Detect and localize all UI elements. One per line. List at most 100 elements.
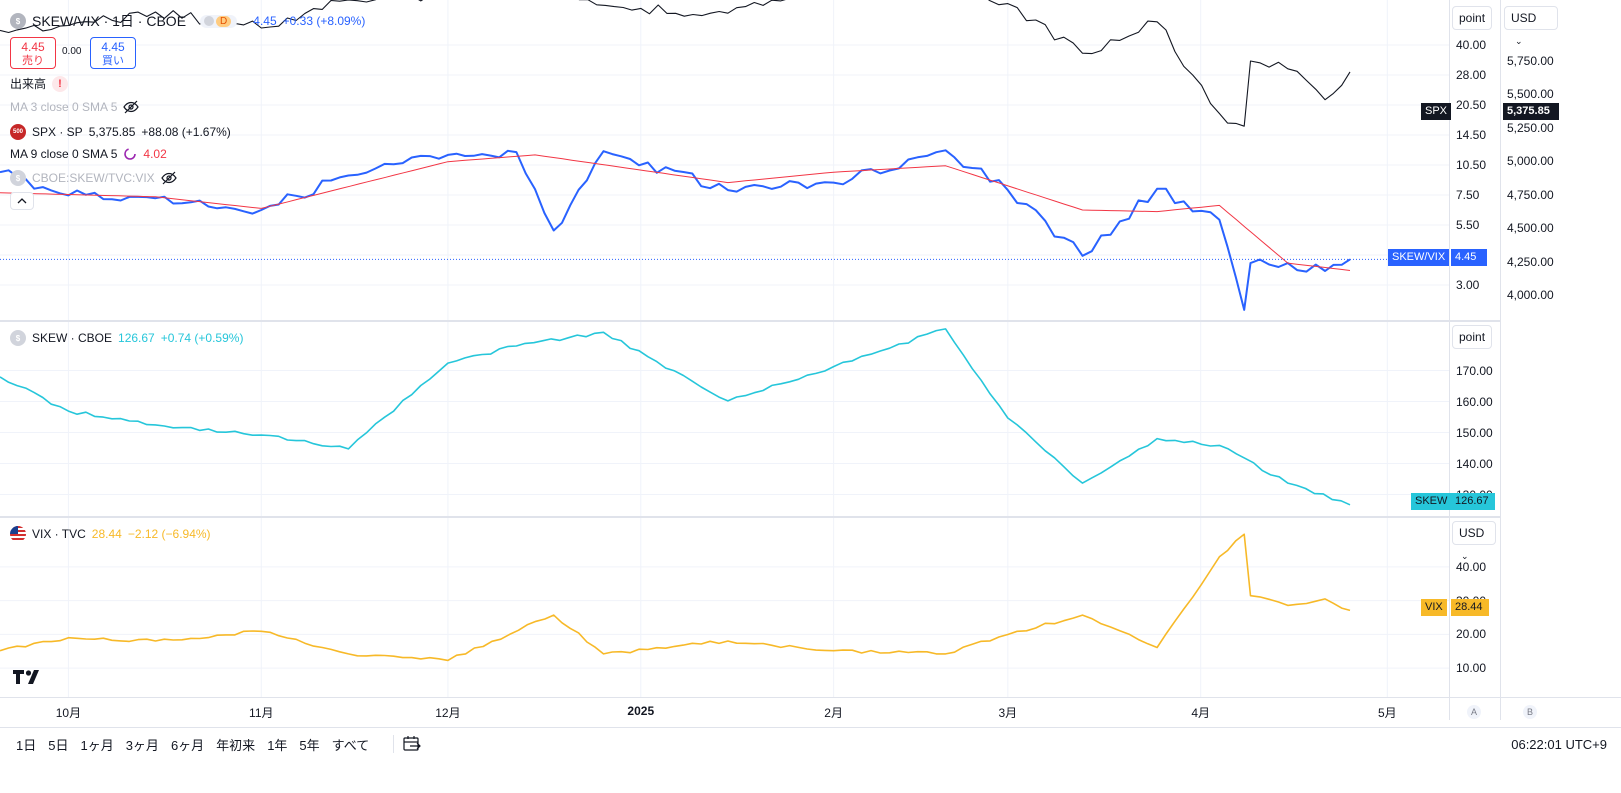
- range-button[interactable]: 6ヶ月: [170, 738, 205, 753]
- ma9-value: 4.02: [143, 147, 167, 161]
- currency-button-3[interactable]: USD ⌄: [1452, 521, 1496, 561]
- status-dot-icon: [204, 16, 215, 26]
- grid-lines: [0, 0, 1449, 697]
- vix-tick: 20.00: [1456, 627, 1487, 642]
- skew-change: +0.74 (+0.59%): [160, 331, 244, 345]
- spx-tick: 4,500.00: [1507, 221, 1554, 236]
- spx-tick: 4,000.00: [1507, 288, 1554, 303]
- buy-button[interactable]: 4.45 買い: [90, 37, 136, 69]
- collapse-legend-button[interactable]: [10, 192, 34, 210]
- eye-hidden-icon[interactable]: [123, 100, 140, 114]
- series-line-skew[interactable]: [0, 328, 1351, 506]
- currency-label: USD: [1511, 11, 1537, 25]
- ratio-tick: 40.00: [1456, 38, 1487, 52]
- ratio-tick: 3.00: [1456, 278, 1480, 292]
- time-axis-label: 11月: [249, 706, 274, 720]
- range-button[interactable]: 5日: [48, 738, 69, 753]
- range-divider: [393, 735, 394, 753]
- spx-value-tag: 5,375.85: [1503, 103, 1559, 120]
- time-axis-label: 4月: [1191, 706, 1211, 720]
- pane-a-button[interactable]: A: [1467, 705, 1481, 719]
- vix-legend[interactable]: VIX · TVC 28.44 −2.12 (−6.94%): [10, 526, 211, 542]
- ratio-tick: 20.50: [1456, 98, 1487, 112]
- time-axis-label: 10月: [55, 706, 82, 720]
- range-button[interactable]: 年初来: [216, 738, 256, 753]
- series-line-skew-vix[interactable]: [0, 149, 1351, 311]
- chevron-down-icon-2: ⌄: [1461, 551, 1469, 561]
- vix-tick: 10.00: [1456, 661, 1487, 676]
- scale-mode-button[interactable]: point: [1452, 6, 1493, 30]
- ratio-symbol-label[interactable]: CBOE:SKEW/TVC:VIX: [32, 171, 155, 185]
- clock[interactable]: 06:22:01 UTC+9: [1511, 737, 1607, 752]
- currency-label-3: USD: [1459, 526, 1485, 540]
- range-button[interactable]: 5年: [299, 738, 320, 753]
- tradingview-logo-icon[interactable]: [13, 669, 45, 685]
- us-flag-icon: [10, 526, 26, 542]
- spx-name-tag: SPX: [1421, 103, 1452, 120]
- eye-hidden-icon-2[interactable]: [160, 171, 177, 185]
- scale-mode-button-2[interactable]: point: [1452, 325, 1493, 349]
- time-axis-label: 2月: [824, 706, 843, 720]
- skew-tick: 160.00: [1456, 394, 1493, 409]
- price-axis-border: [1449, 0, 1450, 720]
- range-button[interactable]: すべて: [331, 738, 370, 753]
- ma9-legend[interactable]: MA 9 close 0 SMA 5 4.02: [10, 147, 167, 161]
- vix-last-price: 28.44: [91, 527, 122, 541]
- spx-tick: 5,750.00: [1507, 53, 1554, 68]
- skew-last-price: 126.67: [118, 331, 155, 345]
- range-button[interactable]: 1ヶ月: [80, 738, 114, 753]
- price-axis-border-2: [1500, 0, 1501, 720]
- series-line-vix[interactable]: [0, 533, 1351, 662]
- goto-date-icon[interactable]: [402, 735, 422, 753]
- interval-badge-label: D: [216, 15, 232, 27]
- ratio-tick: 7.50: [1456, 188, 1480, 202]
- ratio-tick: 14.50: [1456, 128, 1487, 142]
- vix-symbol-label[interactable]: VIX · TVC: [32, 527, 86, 541]
- spx-tick: 4,750.00: [1507, 187, 1554, 202]
- volume-legend[interactable]: 出来高 !: [10, 75, 69, 92]
- spx-tick: 5,500.00: [1507, 87, 1554, 102]
- spx-change: +88.08 (+1.67%): [141, 125, 231, 139]
- interval-badge[interactable]: D: [200, 14, 238, 28]
- pane-b-button[interactable]: B: [1523, 705, 1537, 719]
- sell-label: 売り: [22, 55, 44, 67]
- skew-legend[interactable]: $ SKEW · CBOE 126.67 +0.74 (+0.59%): [10, 330, 243, 346]
- range-button[interactable]: 1年: [267, 738, 288, 753]
- main-symbol-legend[interactable]: $ SKEW/VIX · 1日 · CBOE D 4.45 +0.33 (+8.…: [10, 11, 365, 31]
- series-line-ma-9[interactable]: [0, 154, 1351, 271]
- chevron-up-icon: [17, 198, 27, 204]
- skew-value-tag: 126.67: [1451, 493, 1495, 510]
- buy-label: 買い: [102, 55, 124, 67]
- spx-symbol-label[interactable]: SPX · SP: [32, 125, 83, 139]
- main-symbol-title[interactable]: SKEW/VIX · 1日 · CBOE: [32, 13, 187, 29]
- spx-tick: 5,000.00: [1507, 154, 1554, 169]
- pane-separator-1[interactable]: [0, 320, 1500, 322]
- sell-button[interactable]: 4.45 売り: [10, 37, 56, 69]
- sell-price: 4.45: [21, 40, 45, 54]
- buy-price: 4.45: [101, 40, 125, 54]
- vix-name-tag: VIX: [1421, 599, 1447, 616]
- time-axis-label: 5月: [1377, 706, 1397, 720]
- ratio-tick: 28.00: [1456, 68, 1487, 82]
- ma3-legend[interactable]: MA 3 close 0 SMA 5: [10, 100, 140, 114]
- volume-label: 出来高: [10, 77, 47, 91]
- range-button[interactable]: 1日: [16, 738, 37, 753]
- skew-symbol-label[interactable]: SKEW · CBOE: [32, 331, 113, 345]
- warning-icon[interactable]: !: [52, 75, 69, 92]
- ratio-legend[interactable]: $ CBOE:SKEW/TVC:VIX: [10, 170, 177, 186]
- ratio-logo-icon: $: [10, 170, 26, 186]
- currency-button[interactable]: USD ⌄: [1504, 6, 1558, 46]
- main-last-price: 4.45: [253, 14, 277, 28]
- chart-plot-area[interactable]: [0, 0, 1500, 720]
- ratio-tick: 5.50: [1456, 218, 1480, 232]
- time-axis-label: 12月: [435, 706, 461, 720]
- spx-tick: 5,250.00: [1507, 120, 1554, 135]
- range-button[interactable]: 3ヶ月: [125, 738, 159, 753]
- spx-last-price: 5,375.85: [88, 125, 136, 139]
- vix-change: −2.12 (−6.94%): [127, 527, 211, 541]
- spx-logo-icon: 500: [10, 124, 26, 140]
- ratio-name-tag: SKEW/VIX: [1388, 249, 1450, 266]
- spx-legend[interactable]: 500 SPX · SP 5,375.85 +88.08 (+1.67%): [10, 124, 231, 140]
- pane-separator-2[interactable]: [0, 516, 1500, 518]
